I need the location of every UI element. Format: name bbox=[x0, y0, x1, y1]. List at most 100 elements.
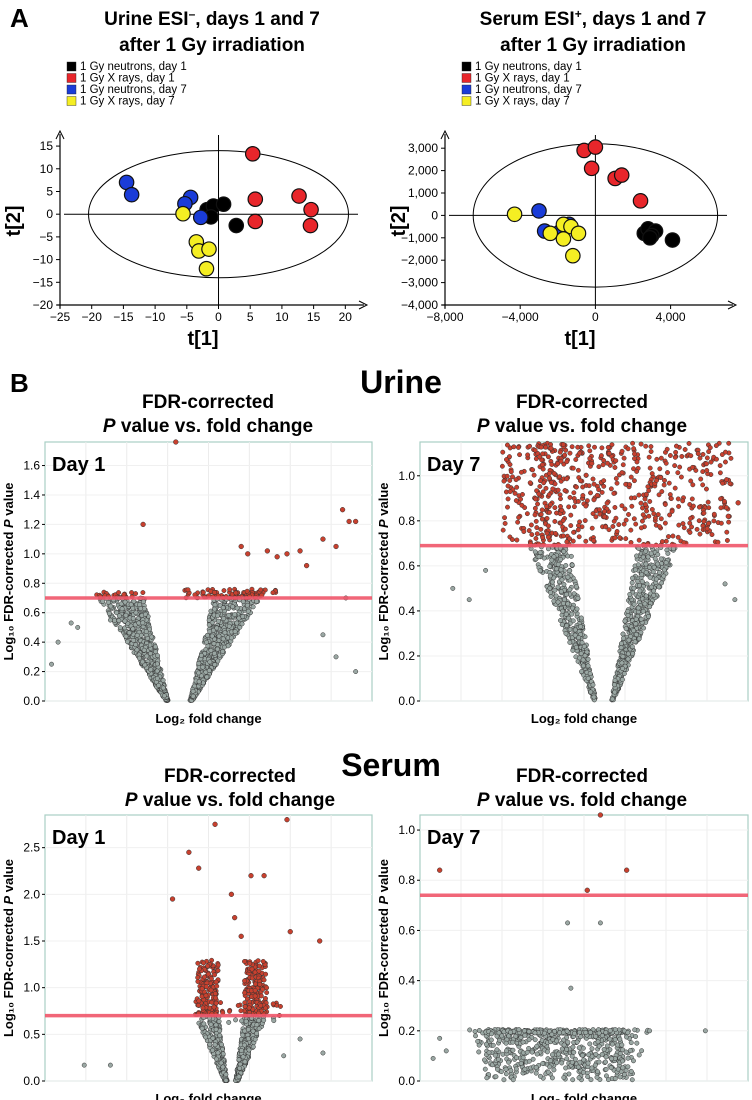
data-point bbox=[587, 671, 593, 677]
pca-title-line2: after 1 Gy irradiation bbox=[119, 35, 305, 56]
data-point bbox=[254, 1022, 260, 1028]
data-point bbox=[244, 588, 250, 594]
data-point bbox=[596, 507, 602, 513]
data-point bbox=[208, 976, 214, 982]
data-point bbox=[220, 636, 226, 642]
legend-swatch bbox=[461, 61, 472, 72]
data-point bbox=[636, 636, 642, 642]
data-point bbox=[198, 260, 215, 277]
data-point bbox=[539, 516, 545, 522]
data-point bbox=[690, 482, 696, 488]
data-point bbox=[575, 467, 581, 473]
pca-title-superscript: + bbox=[575, 7, 582, 21]
data-point bbox=[680, 498, 686, 504]
significant-point bbox=[320, 536, 326, 542]
data-point bbox=[240, 614, 246, 619]
data-point bbox=[609, 1041, 615, 1047]
data-point bbox=[218, 1000, 224, 1006]
data-point bbox=[636, 492, 642, 498]
data-point bbox=[564, 1056, 570, 1062]
pca-title-superscript: – bbox=[189, 7, 196, 21]
data-point bbox=[635, 562, 641, 568]
data-point bbox=[333, 654, 339, 660]
data-point bbox=[542, 225, 559, 242]
data-point bbox=[131, 637, 137, 643]
data-point bbox=[215, 646, 220, 652]
data-point bbox=[214, 625, 220, 631]
data-point bbox=[253, 981, 258, 987]
data-point bbox=[532, 549, 538, 555]
data-point bbox=[576, 1075, 582, 1081]
y-tick-label: 1.6 bbox=[23, 459, 40, 473]
data-point bbox=[195, 960, 201, 966]
legend-label: 1 Gy neutrons, day 1 bbox=[80, 61, 187, 73]
data-point bbox=[526, 1037, 532, 1043]
data-point bbox=[675, 470, 681, 476]
y-tick-label: 1.0 bbox=[398, 469, 415, 483]
data-point bbox=[533, 1064, 539, 1070]
significant-point bbox=[333, 543, 339, 550]
data-point bbox=[537, 454, 543, 460]
data-point bbox=[505, 496, 511, 502]
data-point bbox=[121, 592, 127, 597]
data-point bbox=[557, 474, 563, 480]
data-point bbox=[215, 658, 221, 664]
data-point bbox=[559, 622, 565, 628]
data-point bbox=[642, 501, 648, 507]
y-axis-label: t[2] bbox=[3, 205, 25, 236]
data-point bbox=[611, 518, 617, 524]
significant-point bbox=[284, 551, 290, 557]
data-point bbox=[534, 1051, 540, 1057]
data-point bbox=[562, 488, 568, 493]
x-axis-label: t[1] bbox=[187, 328, 218, 350]
data-point bbox=[575, 1064, 581, 1070]
data-point bbox=[711, 511, 717, 517]
data-point bbox=[235, 1003, 241, 1008]
data-point bbox=[238, 1008, 244, 1014]
data-point bbox=[643, 548, 649, 554]
data-point bbox=[621, 521, 627, 527]
pca-title-text: , days 1 and 7 bbox=[195, 9, 320, 30]
data-point bbox=[213, 1056, 219, 1062]
data-point bbox=[658, 455, 664, 461]
data-point bbox=[252, 987, 258, 993]
data-point bbox=[519, 502, 525, 508]
title-text: value vs. fold change bbox=[490, 790, 687, 811]
volcano-title-line1: FDR-corrected bbox=[516, 392, 648, 413]
data-point bbox=[642, 496, 648, 502]
data-point bbox=[653, 576, 659, 582]
data-point bbox=[213, 995, 219, 1001]
pca-title-line2: after 1 Gy irradiation bbox=[500, 35, 686, 56]
data-point bbox=[197, 966, 202, 972]
data-point bbox=[602, 509, 607, 514]
data-point bbox=[628, 1068, 634, 1074]
ylabel-italic-p: P bbox=[376, 895, 391, 904]
volcano-title-line2: P value vs. fold change bbox=[477, 790, 687, 811]
volcano-title-line1: FDR-corrected bbox=[164, 766, 296, 787]
data-point bbox=[507, 489, 513, 495]
data-point bbox=[565, 920, 571, 926]
data-point bbox=[633, 521, 639, 527]
data-point bbox=[686, 440, 692, 446]
pca-title-text: Serum ESI bbox=[480, 9, 575, 30]
data-point bbox=[603, 524, 609, 530]
data-point bbox=[567, 627, 573, 633]
data-point bbox=[611, 490, 617, 496]
data-point bbox=[552, 530, 558, 536]
confidence-ellipse bbox=[88, 150, 349, 279]
volcano-title-line1: FDR-corrected bbox=[516, 766, 648, 787]
data-point bbox=[701, 510, 707, 516]
data-point bbox=[203, 993, 209, 999]
data-point bbox=[598, 453, 604, 459]
data-point bbox=[553, 593, 559, 599]
data-point bbox=[703, 486, 709, 492]
data-point bbox=[667, 492, 673, 498]
data-point bbox=[679, 454, 685, 459]
data-point bbox=[578, 615, 584, 621]
legend-swatch bbox=[461, 84, 472, 95]
data-point bbox=[192, 209, 209, 226]
data-point bbox=[591, 538, 597, 544]
pca-title-line1: Urine ESI–, days 1 and 7 bbox=[104, 7, 320, 30]
data-point bbox=[602, 514, 608, 520]
data-point bbox=[214, 613, 220, 619]
